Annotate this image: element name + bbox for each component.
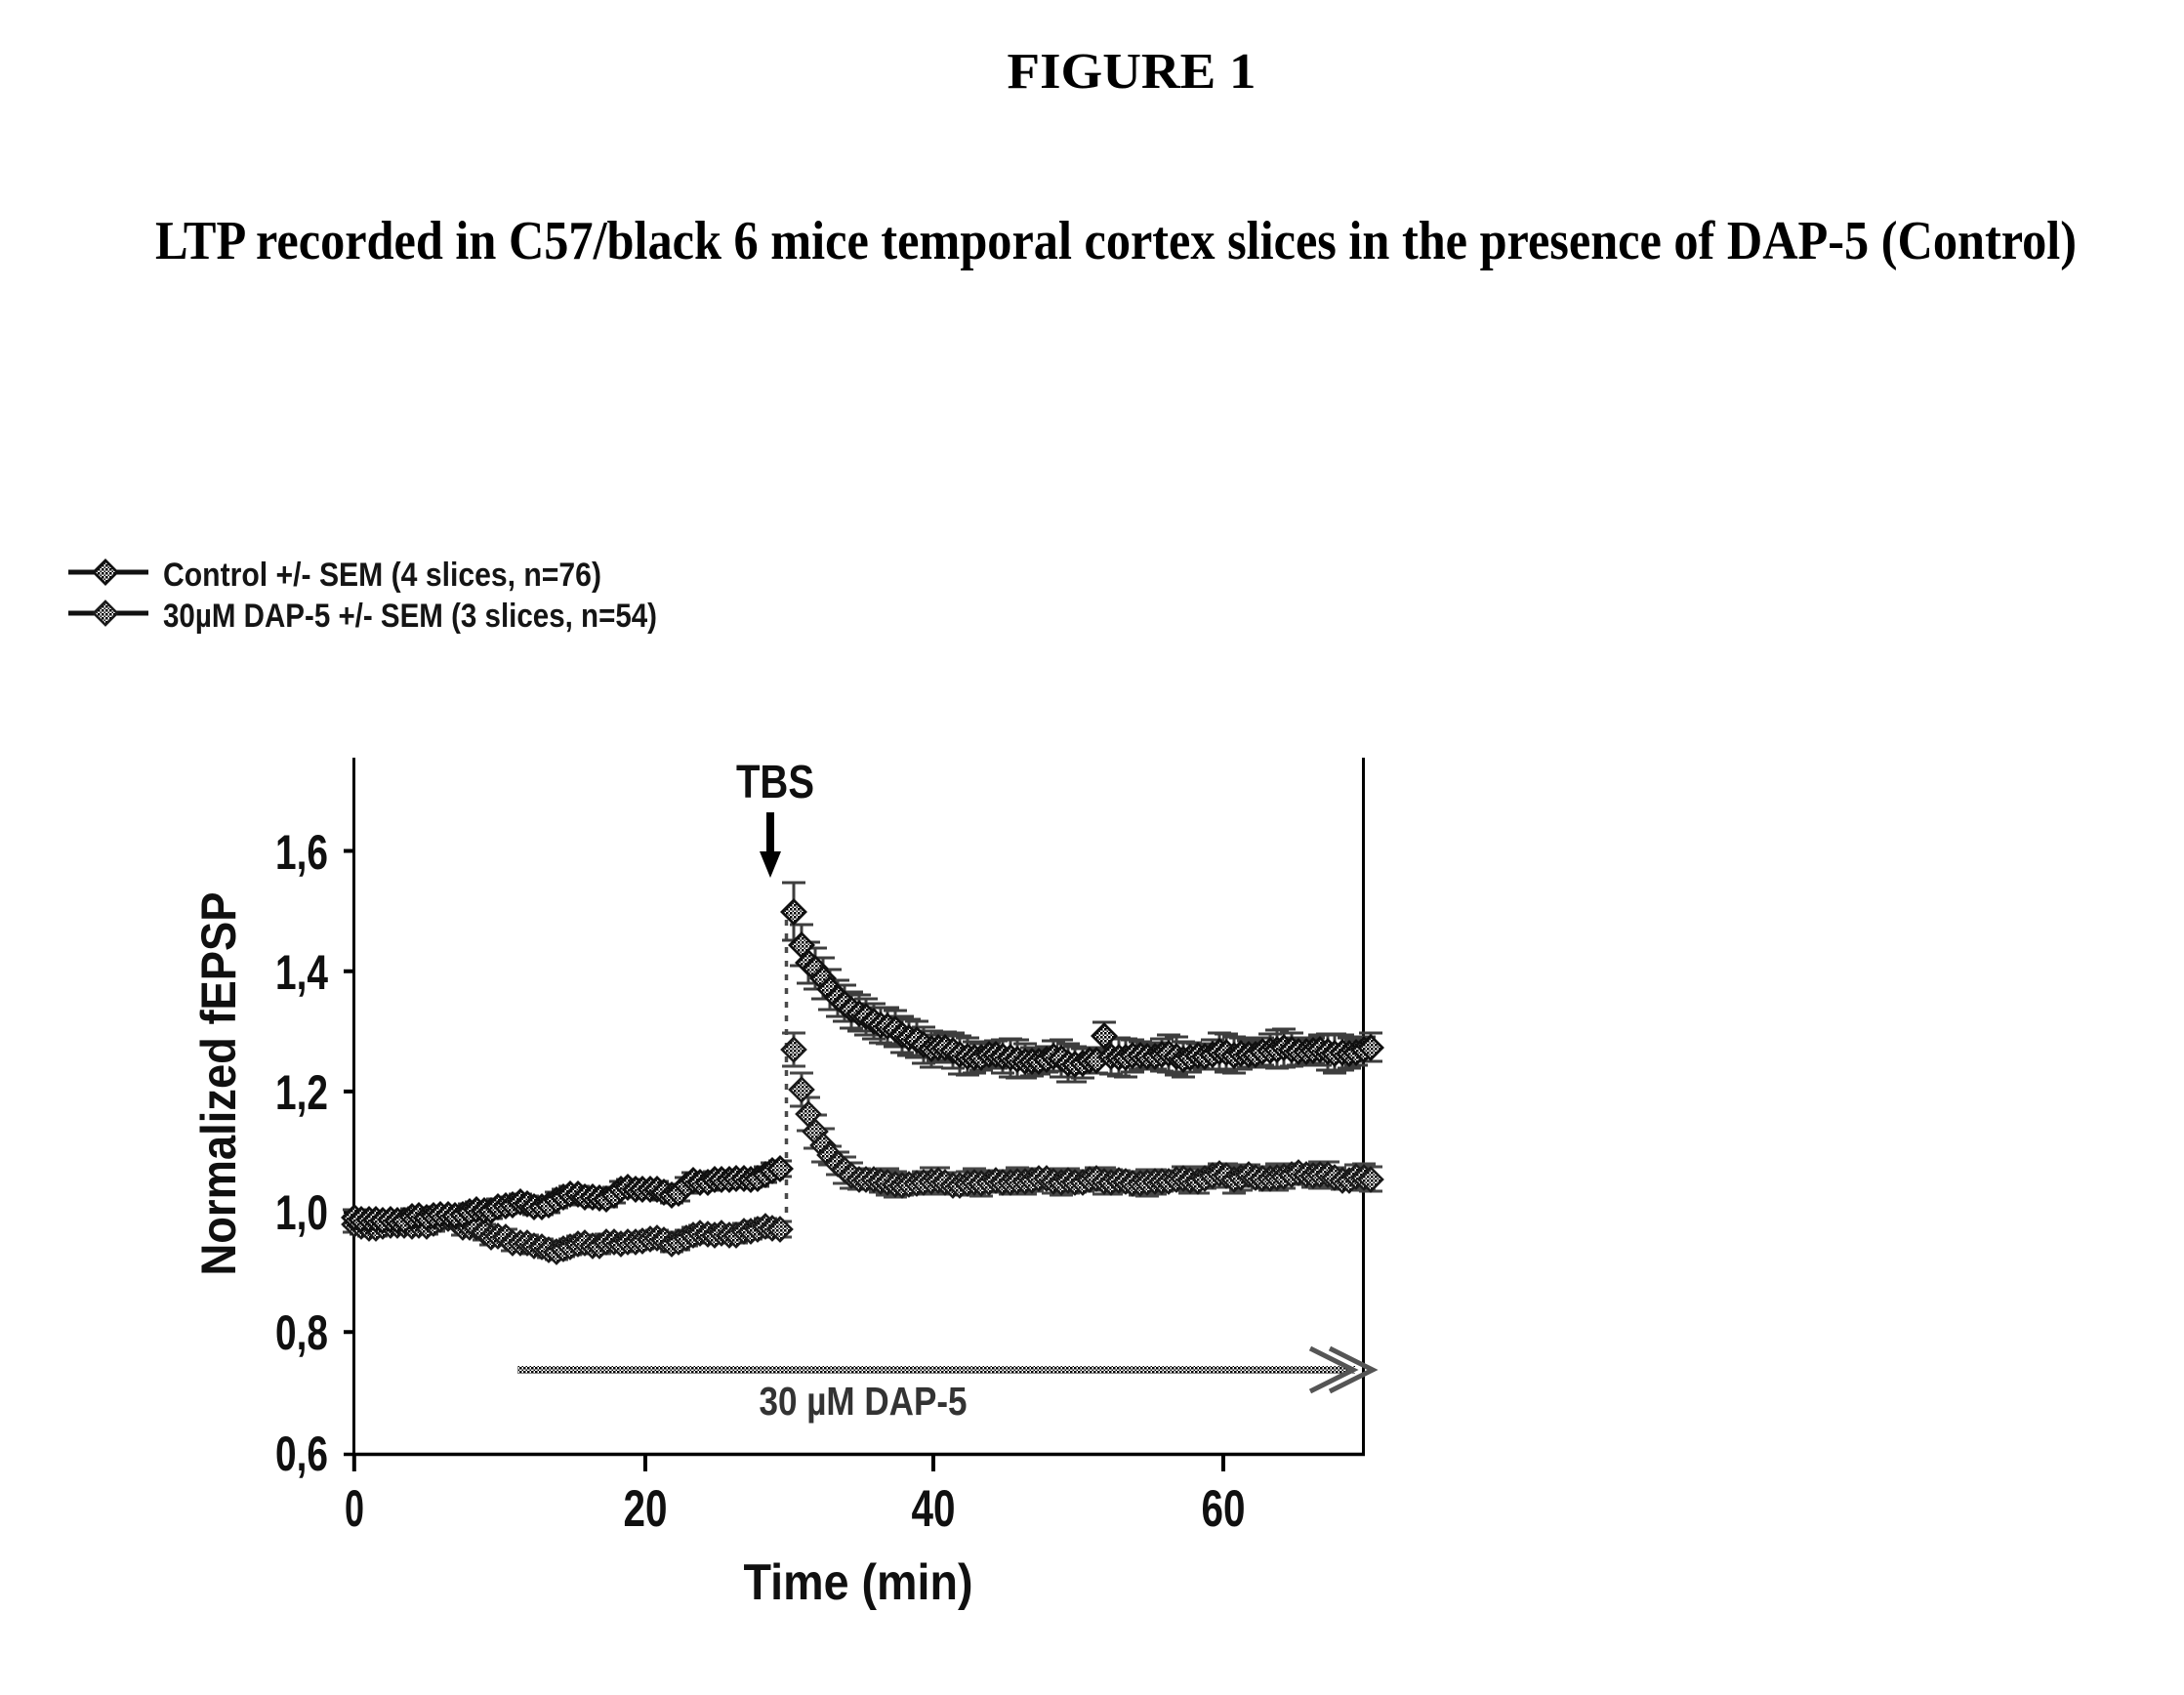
svg-text:Control +/- SEM (4 slices, n=7: Control +/- SEM (4 slices, n=76) bbox=[163, 557, 601, 594]
svg-text:1,4: 1,4 bbox=[275, 945, 328, 1000]
svg-text:20: 20 bbox=[624, 1480, 668, 1538]
svg-text:LTP recorded in C57/black 6 mi: LTP recorded in C57/black 6 mice tempora… bbox=[155, 211, 2077, 271]
svg-text:Normalized fEPSP: Normalized fEPSP bbox=[191, 892, 246, 1276]
svg-text:0,8: 0,8 bbox=[275, 1305, 328, 1360]
svg-text:40: 40 bbox=[912, 1480, 956, 1538]
svg-text:1,2: 1,2 bbox=[275, 1065, 328, 1120]
svg-text:FIGURE 1: FIGURE 1 bbox=[1008, 44, 1257, 100]
svg-text:Time (min): Time (min) bbox=[744, 1554, 973, 1611]
svg-text:0: 0 bbox=[345, 1480, 364, 1538]
svg-text:60: 60 bbox=[1202, 1480, 1246, 1538]
svg-text:30µM DAP-5 +/- SEM (3 slices,: 30µM DAP-5 +/- SEM (3 slices, n=54) bbox=[163, 598, 657, 635]
svg-text:30 µM DAP-5: 30 µM DAP-5 bbox=[760, 1379, 968, 1424]
svg-text:1,6: 1,6 bbox=[275, 825, 328, 880]
svg-text:1,0: 1,0 bbox=[275, 1185, 328, 1240]
svg-text:0,6: 0,6 bbox=[275, 1426, 328, 1481]
svg-text:TBS: TBS bbox=[736, 757, 814, 808]
